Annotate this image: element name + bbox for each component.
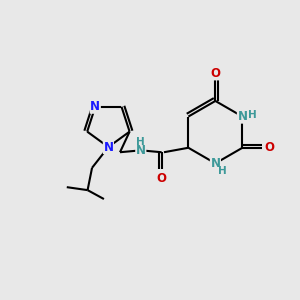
- Text: N: N: [136, 144, 146, 157]
- Text: N: N: [210, 157, 220, 170]
- Text: H: H: [218, 166, 227, 176]
- Text: O: O: [210, 67, 220, 80]
- Text: N: N: [90, 100, 100, 113]
- Text: H: H: [248, 110, 256, 120]
- Text: H: H: [136, 137, 145, 147]
- Text: O: O: [157, 172, 166, 184]
- Text: O: O: [264, 141, 274, 154]
- Text: N: N: [237, 110, 248, 123]
- Text: N: N: [103, 140, 113, 154]
